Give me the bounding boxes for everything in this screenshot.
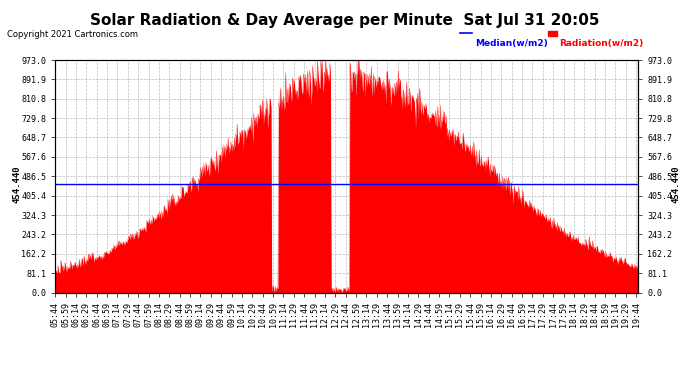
Text: Copyright 2021 Cartronics.com: Copyright 2021 Cartronics.com <box>7 30 138 39</box>
Text: 454.440: 454.440 <box>13 165 22 203</box>
Text: Radiation(w/m2): Radiation(w/m2) <box>560 39 644 48</box>
Text: Median(w/m2): Median(w/m2) <box>475 39 548 48</box>
Text: Solar Radiation & Day Average per Minute  Sat Jul 31 20:05: Solar Radiation & Day Average per Minute… <box>90 13 600 28</box>
Text: 454.440: 454.440 <box>671 165 680 203</box>
